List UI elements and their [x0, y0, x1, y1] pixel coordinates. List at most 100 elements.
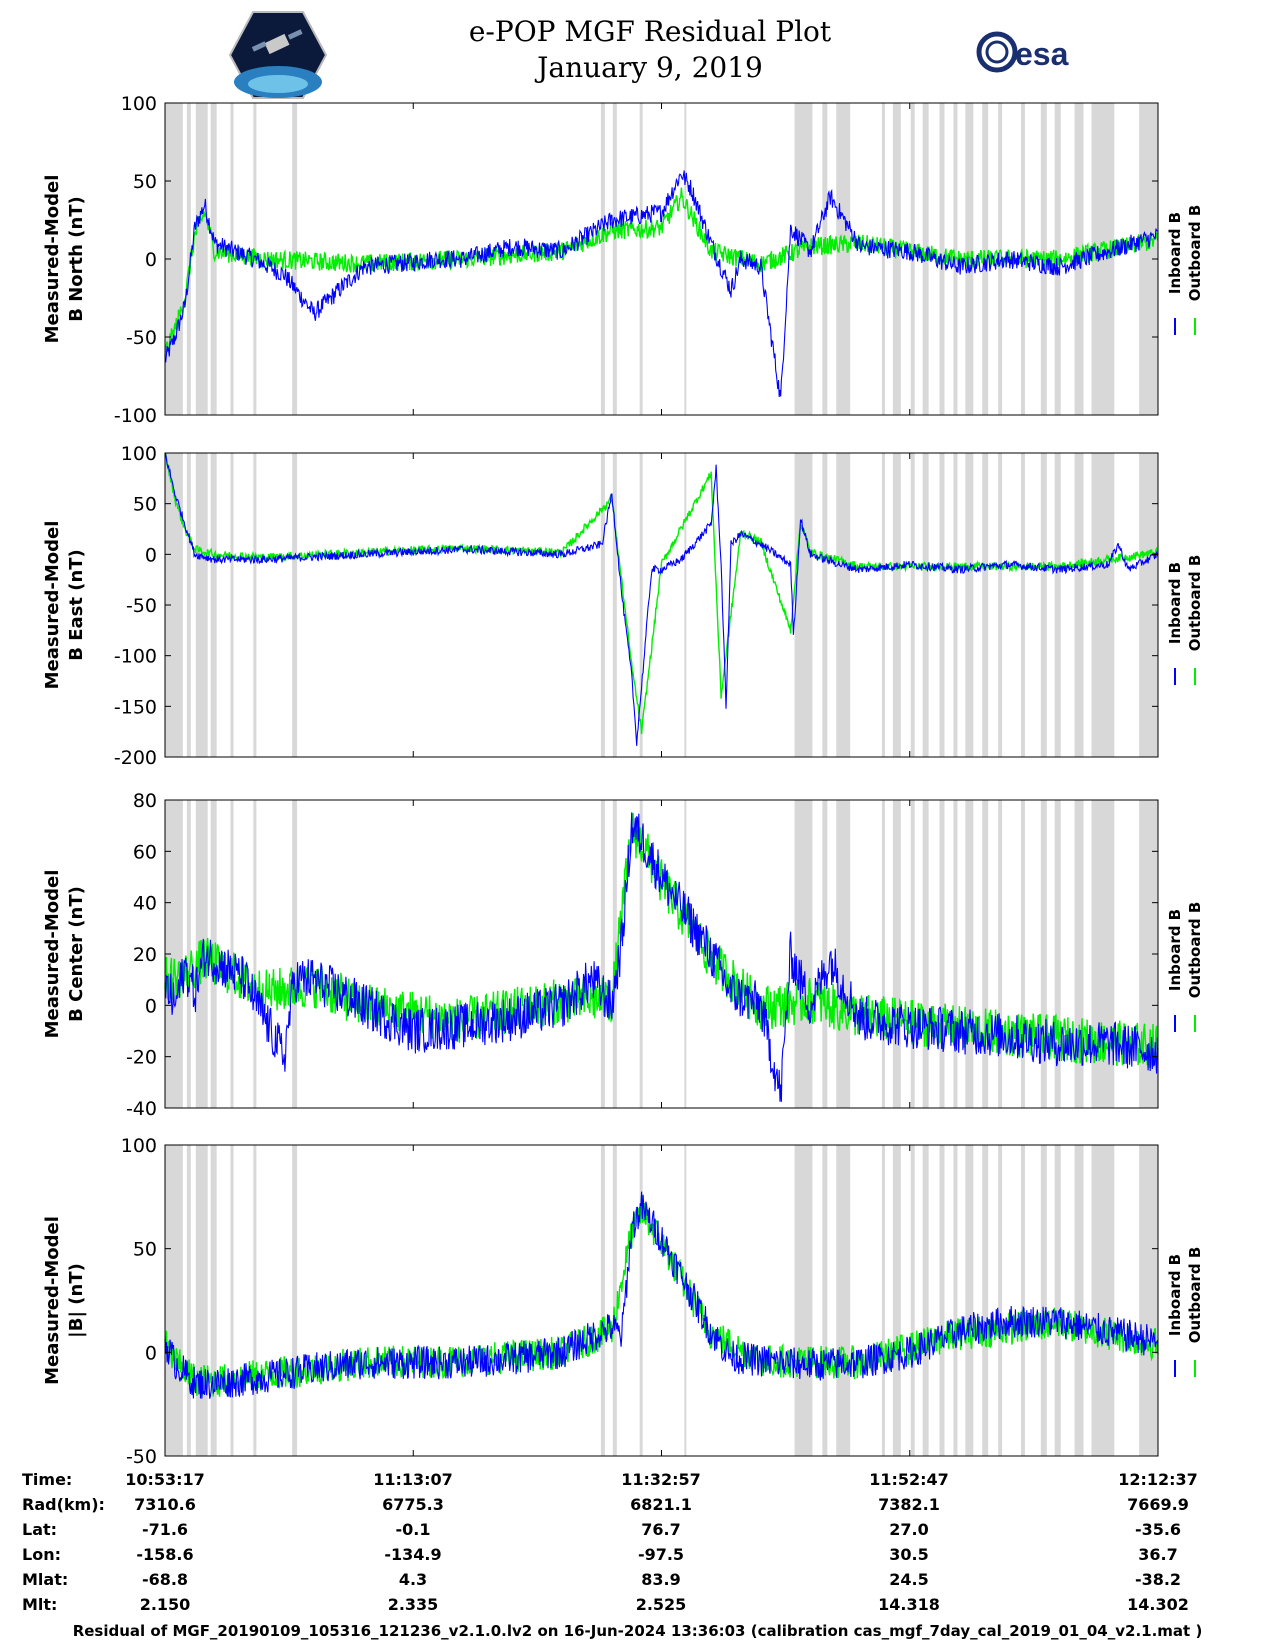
info-value: 30.5 — [889, 1545, 929, 1564]
y-tick-label: -100 — [114, 405, 157, 427]
info-value: 2.150 — [139, 1595, 191, 1614]
y-tick-label: 0 — [145, 995, 157, 1017]
info-value: 11:32:57 — [621, 1470, 701, 1489]
info-row: Mlat: -68.8 4.3 83.9 24.5 -38.2 — [0, 1570, 1275, 1592]
shade-band — [965, 800, 974, 1108]
panel-3: -40 -20 0 20 40 60 80 Measured-Model B Center (n… — [42, 790, 1204, 1120]
shade-band — [1020, 453, 1025, 757]
cassiope-mission-logo — [228, 10, 328, 100]
panel-1: -100 -50 0 50 100 Measured-Model B North (nT) I… — [42, 93, 1204, 427]
shade-band — [1139, 1145, 1158, 1456]
info-value: -0.1 — [395, 1520, 431, 1539]
shade-band — [1074, 453, 1084, 757]
shade-band — [612, 103, 617, 415]
shade-band — [1074, 1145, 1084, 1456]
shade-band — [953, 800, 958, 1108]
shade-band — [982, 800, 989, 1108]
shade-band — [939, 453, 945, 757]
y-axis-label: Measured-Model — [42, 870, 63, 1039]
panel-4: -50 0 50 100 Measured-Model |B| (nT) Inboard B… — [42, 1135, 1204, 1468]
shade-band — [939, 1145, 945, 1456]
shade-band — [1054, 1145, 1061, 1456]
shade-band — [1054, 800, 1061, 1108]
y-tick-label: 40 — [133, 893, 157, 915]
shade-band — [1074, 800, 1084, 1108]
info-row-label: Lon: — [22, 1545, 61, 1564]
plot-frame — [164, 799, 1159, 1109]
shade-band — [612, 800, 617, 1108]
info-value: -35.6 — [1134, 1520, 1182, 1539]
shade-band — [910, 453, 915, 757]
y-axis-label: Measured-Model — [42, 1216, 63, 1385]
info-value: -97.5 — [637, 1545, 685, 1564]
info-value: 83.9 — [641, 1570, 681, 1589]
shade-band — [910, 1145, 915, 1456]
y-tick-label: 100 — [121, 93, 157, 115]
shade-band — [230, 453, 234, 757]
shade-band — [639, 453, 643, 757]
shade-band — [998, 1145, 1003, 1456]
shade-band — [1091, 453, 1115, 757]
info-row: Time: 10:53:17 11:13:07 11:32:57 11:52:47 12:… — [0, 1470, 1275, 1492]
shade-band — [253, 453, 257, 757]
y-tick-label: -100 — [114, 646, 157, 668]
y-tick-label: 0 — [145, 249, 157, 271]
plot-frame — [164, 1144, 1159, 1457]
shade-band — [600, 1145, 605, 1456]
shade-band — [210, 453, 217, 757]
y-tick-label: 50 — [133, 494, 157, 516]
shade-band — [881, 103, 885, 415]
y-tick-label: 100 — [121, 443, 157, 465]
info-row: Lat: -71.6 -0.1 76.7 27.0 -35.6 — [0, 1520, 1275, 1542]
shade-band — [165, 800, 183, 1108]
shade-band — [292, 453, 298, 757]
shade-band — [186, 453, 191, 757]
shade-band — [195, 1145, 208, 1456]
info-row: Rad(km): 7310.6 6775.3 6821.1 7382.1 7669.9 — [0, 1495, 1275, 1517]
shade-band — [1020, 800, 1025, 1108]
shade-band — [165, 1145, 183, 1456]
legend-inboard-label: Inboard B — [1166, 562, 1184, 644]
shade-band — [998, 103, 1003, 415]
y-axis-label: B East (nT) — [66, 549, 87, 661]
shade-band — [998, 453, 1003, 757]
info-value: 76.7 — [641, 1520, 681, 1539]
info-value: 4.3 — [398, 1570, 428, 1589]
y-axis-label: Measured-Model — [42, 521, 63, 690]
shade-band — [1020, 1145, 1025, 1456]
legend-inboard-label: Inboard B — [1166, 212, 1184, 294]
info-value: 6775.3 — [382, 1495, 444, 1514]
shade-band — [939, 800, 945, 1108]
outboard-series-line — [164, 453, 1159, 735]
shade-band — [953, 1145, 958, 1456]
outboard-series-line — [164, 812, 1159, 1069]
shade-band — [881, 800, 885, 1108]
info-value: 7310.6 — [134, 1495, 196, 1514]
plot-frame — [164, 452, 1159, 758]
shade-band — [684, 453, 687, 757]
shade-band — [253, 1145, 257, 1456]
shade-band — [210, 1145, 217, 1456]
shade-band — [892, 1145, 901, 1456]
info-value: -158.6 — [136, 1545, 194, 1564]
y-axis-label: Measured-Model — [42, 175, 63, 344]
shade-band — [922, 453, 929, 757]
info-value: 24.5 — [889, 1570, 929, 1589]
info-value: 2.335 — [387, 1595, 439, 1614]
outboard-series-line — [164, 187, 1159, 357]
info-value: 27.0 — [889, 1520, 929, 1539]
y-tick-label: -20 — [126, 1047, 157, 1069]
shade-band — [639, 1145, 643, 1456]
shade-band — [195, 453, 208, 757]
shade-band — [1040, 453, 1047, 757]
shade-band — [892, 103, 901, 415]
shade-band — [836, 453, 851, 757]
info-value: 11:52:47 — [869, 1470, 949, 1489]
info-row: Lon: -158.6 -134.9 -97.5 30.5 36.7 — [0, 1545, 1275, 1567]
shade-band — [836, 800, 851, 1108]
shade-band — [230, 1145, 234, 1456]
shade-band — [639, 103, 643, 415]
info-value: -68.8 — [141, 1570, 189, 1589]
inboard-series-line — [164, 812, 1159, 1102]
